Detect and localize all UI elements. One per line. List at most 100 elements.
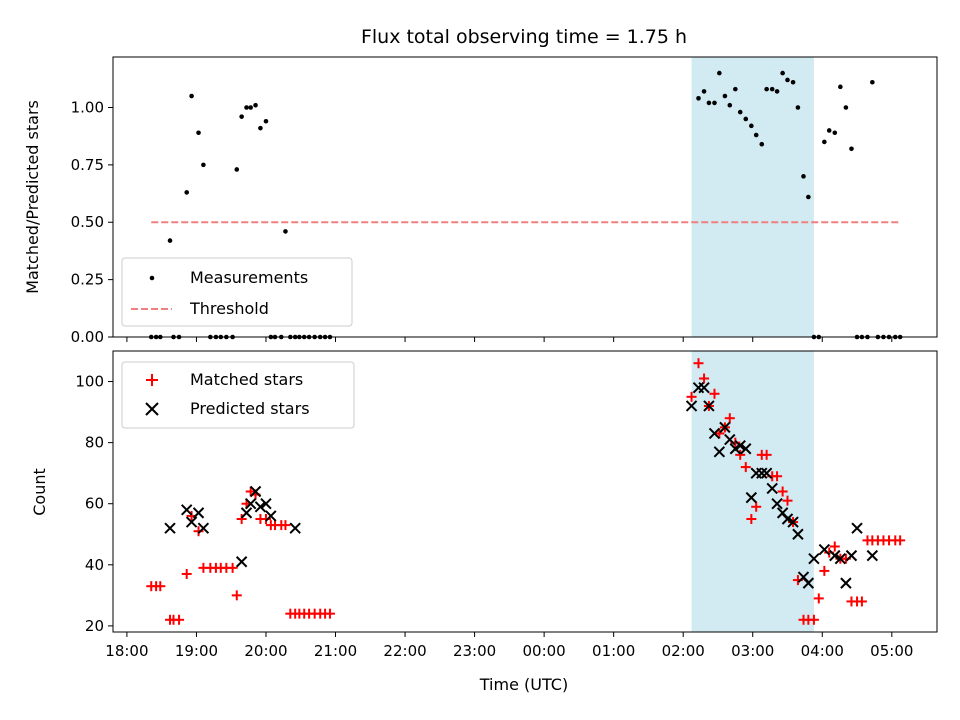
measurement-point: [258, 125, 263, 131]
bottom-panel: 20 40 60 80 100 18:00 19:00 20:00 21:00 22:00 23:…: [30, 350, 938, 694]
measurement-point: [759, 141, 765, 147]
matched-star-point: [782, 495, 793, 506]
legend-matched-label: Matched stars: [190, 370, 303, 389]
measurement-point: [838, 84, 843, 90]
bottom-series-group: [146, 358, 906, 625]
predicted-star-point: [840, 577, 852, 589]
matched-star-point: [740, 462, 751, 473]
bottom-ytick-label: 60: [85, 495, 104, 513]
top-ytick-label: 0.75: [71, 156, 104, 174]
measurement-point: [234, 167, 240, 172]
top-y-ticks: 0.00 0.25 0.50 0.75 1.00: [71, 98, 113, 346]
predicted-star-point: [792, 528, 804, 540]
predicted-star-point: [760, 467, 773, 479]
bottom-xtick-label: 20:00: [244, 642, 287, 660]
measurement-point: [196, 130, 201, 136]
bottom-ytick-label: 20: [85, 617, 104, 635]
measurement-point: [201, 162, 206, 168]
measurement-point: [785, 77, 790, 83]
predicted-star-point: [724, 433, 736, 446]
matched-star-point: [746, 513, 757, 524]
predicted-star-point: [866, 549, 879, 562]
matched-star-point: [761, 449, 772, 460]
measurement-point: [753, 132, 759, 138]
matched-star-point: [709, 388, 720, 399]
measurement-point: [870, 79, 875, 85]
matched-star-point: [714, 428, 725, 439]
top-legend: Measurements Threshold: [121, 257, 353, 327]
predicted-star-point: [685, 400, 698, 412]
predicted-star-point: [265, 510, 277, 522]
top-ytick-label: 1.00: [71, 98, 104, 116]
predicted-star-point: [235, 556, 248, 568]
matched-star-point: [280, 520, 291, 531]
predicted-star-point: [766, 482, 778, 495]
predicted-star-point: [698, 381, 710, 394]
matched-star-point: [819, 565, 830, 576]
predicted-star-point: [829, 549, 841, 562]
top-legend-box: [121, 257, 353, 327]
matched-star-point: [777, 486, 788, 497]
matched-star-point: [813, 593, 824, 604]
predicted-star-point: [185, 516, 198, 528]
bottom-x-ticks: 18:00 19:00 20:00 21:00 22:00 23:00 00:00 01:00…: [105, 632, 913, 660]
matched-star-point: [686, 391, 697, 402]
measurement-point: [733, 86, 738, 92]
bottom-observing-window-shade: [691, 351, 814, 632]
predicted-star-point: [192, 507, 205, 519]
matched-star-point: [324, 608, 335, 619]
bottom-xtick-label: 18:00: [105, 642, 148, 660]
bottom-xtick-label: 01:00: [592, 642, 635, 660]
predicted-star-point: [781, 513, 794, 525]
legend-measurements-marker: [149, 275, 155, 281]
predicted-star-point: [802, 577, 815, 589]
matched-star-point: [181, 568, 192, 579]
predicted-star-point: [164, 522, 176, 534]
matched-star-point: [693, 358, 704, 369]
bottom-xtick-label: 22:00: [383, 642, 426, 660]
bottom-xtick-label: 02:00: [662, 642, 705, 660]
bottom-xtick-label: 23:00: [453, 642, 496, 660]
measurement-point: [780, 70, 785, 76]
measurement-point: [843, 105, 849, 110]
top-panel: 0.00 0.25 0.50 0.75 1.00 Matched/Predicted s…: [23, 56, 938, 346]
measurement-point: [727, 102, 733, 108]
predicted-star-point: [745, 491, 758, 504]
measurement-point: [248, 105, 253, 110]
matched-star-point: [895, 535, 906, 546]
measurement-point: [253, 102, 258, 108]
measurement-point: [712, 100, 717, 106]
measurement-point: [774, 89, 780, 94]
measurement-point: [769, 86, 775, 92]
predicted-star-point: [734, 439, 746, 452]
predicted-star-point: [713, 446, 726, 458]
predicted-star-point: [719, 421, 731, 434]
legend-predicted-label: Predicted stars: [190, 399, 310, 418]
measurement-point: [717, 70, 722, 76]
legend-threshold-label: Threshold: [189, 299, 269, 318]
bottom-xtick-label: 03:00: [731, 642, 774, 660]
top-axes-frame: [112, 56, 938, 338]
predicted-star-point: [181, 504, 193, 516]
predicted-star-point: [845, 549, 858, 562]
measurement-point: [737, 109, 743, 115]
measurement-point: [244, 105, 249, 110]
predicted-star-point: [240, 507, 253, 519]
measurement-point: [795, 105, 801, 110]
top-ytick-label: 0.25: [71, 271, 104, 289]
matched-star-point: [236, 513, 247, 524]
measurement-point: [722, 93, 728, 99]
predicted-star-point: [787, 516, 799, 528]
top-observing-window-shade: [691, 57, 814, 337]
predicted-star-point: [249, 485, 262, 498]
predicted-star-point: [260, 498, 272, 510]
bottom-ytick-label: 40: [85, 556, 104, 574]
bottom-legend-box: [121, 361, 355, 429]
predicted-star-point: [834, 552, 847, 565]
measurement-point: [849, 146, 854, 152]
measurement-point: [790, 79, 796, 85]
top-y-axis-label: Matched/Predicted stars: [23, 100, 42, 294]
predicted-star-point: [851, 522, 863, 534]
bottom-xtick-label: 05:00: [870, 642, 913, 660]
